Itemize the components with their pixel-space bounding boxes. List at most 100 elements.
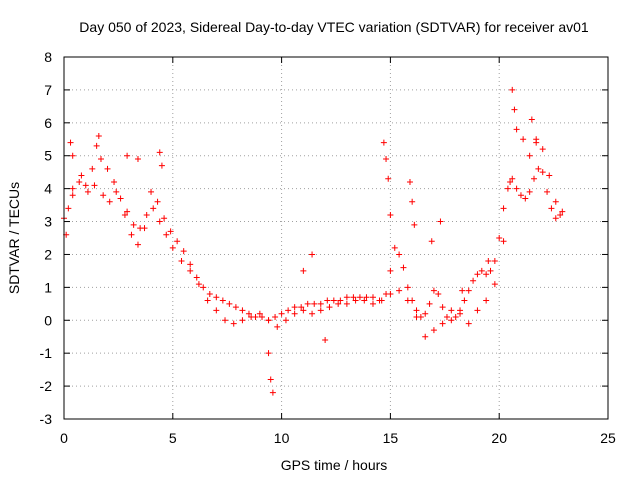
data-point-marker [213, 294, 220, 301]
data-point-marker [97, 156, 104, 163]
data-point-marker [470, 277, 477, 284]
data-point-marker [163, 231, 170, 238]
data-point-marker [350, 294, 357, 301]
data-point-marker [491, 281, 498, 288]
data-point-marker [128, 231, 135, 238]
data-point-marker [265, 317, 272, 324]
data-point-marker [274, 323, 281, 330]
data-point-marker [343, 300, 350, 307]
y-axis-label: SDTVAR / TECUs [6, 182, 22, 294]
data-point-marker [430, 327, 437, 334]
x-tick-labels: 0 5 10 15 20 25 [60, 430, 616, 446]
data-point-marker [180, 248, 187, 255]
data-point-marker [552, 198, 559, 205]
x-tick-label: 5 [169, 430, 177, 446]
data-point-marker [437, 218, 444, 225]
data-point-marker [387, 211, 394, 218]
data-point-marker [317, 307, 324, 314]
x-tick-label: 20 [491, 430, 507, 446]
data-point-marker [343, 294, 350, 301]
data-point-marker [278, 310, 285, 317]
y-tick-label: 5 [44, 148, 52, 164]
data-point-marker [178, 258, 185, 265]
data-point-marker [544, 188, 551, 195]
data-point-marker [174, 238, 181, 245]
data-point-marker [106, 198, 113, 205]
y-tick-label: 3 [44, 214, 52, 230]
data-point-marker [93, 142, 100, 149]
data-point-marker [483, 271, 490, 278]
data-point-marker [69, 185, 76, 192]
data-point-marker [239, 307, 246, 314]
data-point-marker [193, 274, 200, 281]
data-point-marker [491, 258, 498, 265]
data-point-marker [361, 297, 368, 304]
data-point-marker [143, 211, 150, 218]
data-point-marker [154, 198, 161, 205]
x-tick-label: 0 [60, 430, 68, 446]
data-point-marker [531, 175, 538, 182]
data-point-marker [507, 179, 514, 186]
data-point-marker [104, 165, 111, 172]
data-point-marker [304, 300, 311, 307]
data-point-marker [69, 192, 76, 199]
data-point-marker [422, 310, 429, 317]
data-point-marker [117, 195, 124, 202]
data-point-marker [406, 179, 413, 186]
y-tick-label: 1 [44, 279, 52, 295]
y-tick-labels: -3 -2 -1 0 1 2 3 4 5 6 7 8 [40, 49, 53, 427]
x-tick-label: 15 [383, 430, 399, 446]
data-point-marker [76, 179, 83, 186]
data-point-marker [452, 313, 459, 320]
data-point-marker [500, 238, 507, 245]
data-point-marker [528, 116, 535, 123]
data-point-marker [161, 215, 168, 222]
data-point-marker [67, 139, 74, 146]
data-point-marker [134, 241, 141, 248]
data-point-marker [459, 287, 466, 294]
data-point-marker [256, 310, 263, 317]
data-point-marker [134, 156, 141, 163]
data-point-marker [511, 106, 518, 113]
data-point-marker [285, 307, 292, 314]
data-point-marker [330, 297, 337, 304]
data-point-marker [187, 267, 194, 274]
data-point-marker [272, 313, 279, 320]
y-tick-label: 0 [44, 312, 52, 328]
data-point-marker [230, 320, 237, 327]
data-point-marker [522, 195, 529, 202]
chart-title: Day 050 of 2023, Sidereal Day-to-day VTE… [79, 19, 589, 35]
data-point-marker [200, 284, 207, 291]
data-point-marker [400, 264, 407, 271]
data-point-marker [206, 290, 213, 297]
data-point-marker [535, 165, 542, 172]
data-point-marker [195, 281, 202, 288]
data-point-marker [335, 300, 342, 307]
data-point-marker [430, 287, 437, 294]
data-point-marker [391, 244, 398, 251]
data-point-marker [539, 169, 546, 176]
data-point-marker [111, 179, 118, 186]
data-point-marker [504, 185, 511, 192]
data-point-marker [100, 192, 107, 199]
data-point-marker [396, 287, 403, 294]
data-point-marker [169, 244, 176, 251]
data-point-marker [439, 320, 446, 327]
data-point-marker [496, 235, 503, 241]
data-point-marker [526, 152, 533, 159]
data-point-marker [439, 304, 446, 311]
data-point-marker [404, 284, 411, 291]
data-point-marker [443, 313, 450, 320]
data-point-marker [248, 313, 255, 320]
data-point-marker [404, 297, 411, 304]
data-point-marker [513, 126, 520, 133]
data-point-marker [539, 146, 546, 153]
y-tick-label: 8 [44, 49, 52, 65]
data-point-marker [298, 304, 305, 311]
data-point-marker [465, 320, 472, 327]
data-point-marker [465, 287, 472, 294]
x-axis-label: GPS time / hours [281, 457, 388, 473]
data-point-marker [282, 317, 289, 324]
data-point-marker [269, 389, 276, 396]
data-point-marker [259, 313, 266, 320]
